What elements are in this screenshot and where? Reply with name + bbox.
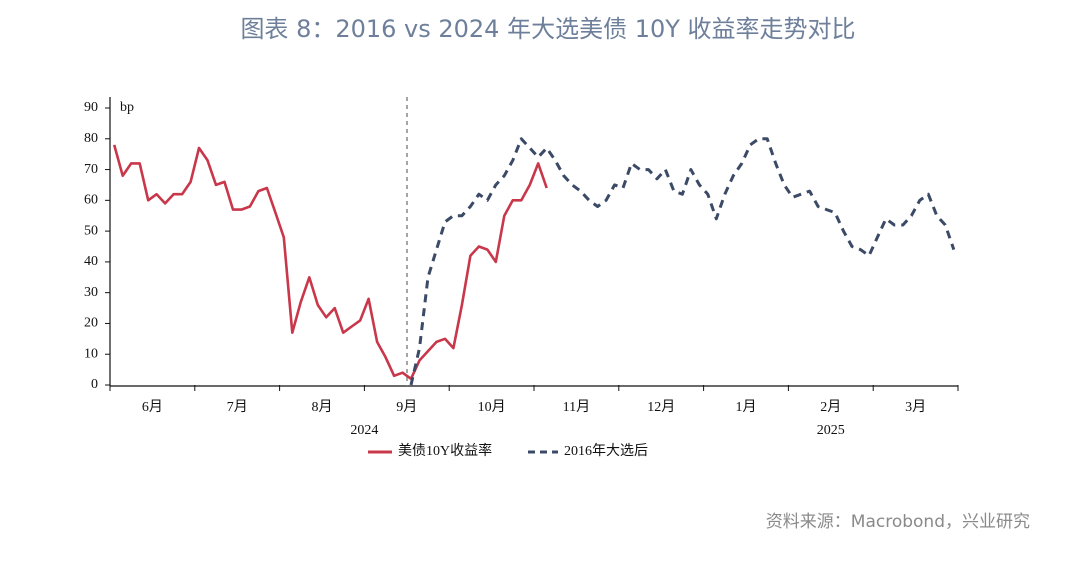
chart-title: 图表 8：2016 vs 2024 年大选美债 10Y 收益率走势对比 (240, 15, 855, 43)
y-tick-label: 60 (84, 193, 98, 208)
source: 资料来源：Macrobond，兴业研究 (766, 512, 1030, 532)
legend-label: 美债10Y收益率 (398, 442, 492, 459)
x-tick-label: 6月 (142, 399, 163, 415)
x-tick-label: 7月 (227, 399, 248, 415)
y-tick-label: 10 (84, 346, 98, 361)
x-tick-label: 8月 (312, 399, 333, 415)
y-tick-label: 40 (84, 254, 98, 269)
y-unit: bp (120, 100, 134, 115)
x-tick-label: 3月 (905, 399, 926, 415)
year-label: 2024 (350, 423, 378, 438)
x-tick-label: 10月 (478, 399, 506, 415)
x-tick-label: 1月 (736, 399, 757, 415)
series-line (409, 137, 956, 386)
x-tick-label: 12月 (647, 399, 675, 415)
y-tick-label: 0 (91, 377, 98, 392)
series-line (112, 144, 548, 381)
y-tick-label: 70 (84, 162, 98, 177)
y-tick-label: 80 (84, 131, 98, 146)
y-tick-label: 50 (84, 223, 98, 238)
year-label: 2025 (817, 423, 845, 438)
x-tick-label: 2月 (820, 399, 841, 415)
y-tick-label: 30 (84, 285, 98, 300)
x-tick-label: 9月 (396, 399, 417, 415)
y-tick-label: 20 (84, 316, 98, 331)
legend-label: 2016年大选后 (564, 443, 648, 459)
y-tick-label: 90 (84, 100, 98, 115)
x-tick-label: 11月 (563, 399, 590, 415)
